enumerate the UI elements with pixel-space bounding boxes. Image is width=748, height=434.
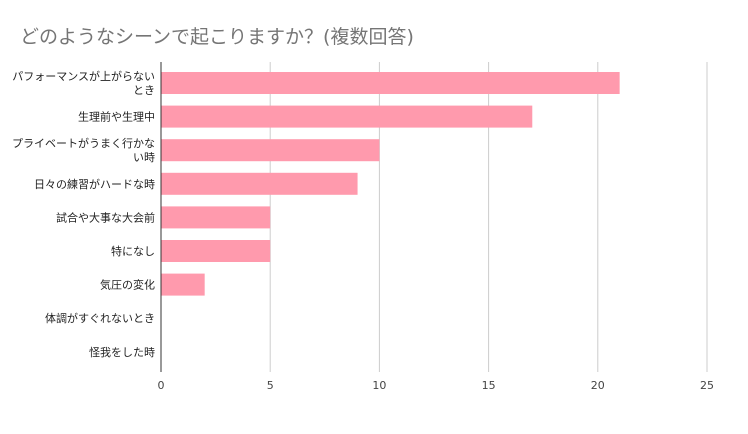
category-label-3: 日々の練習がハードな時 <box>34 177 155 191</box>
bar-6 <box>161 273 205 296</box>
bar-1 <box>161 105 533 128</box>
bar-4 <box>161 206 271 229</box>
bar-0 <box>161 72 620 94</box>
category-label-1: 生理前や生理中 <box>78 110 155 124</box>
x-tick-label-2: 10 <box>372 379 386 392</box>
x-tick-label-1: 5 <box>267 379 274 392</box>
bar-5 <box>161 240 271 262</box>
category-label-0: パフォーマンスが上がらないとき <box>12 69 155 97</box>
x-tick-label-5: 25 <box>700 379 714 392</box>
category-label-5: 特になし <box>111 244 155 258</box>
x-tick-label-4: 20 <box>591 379 605 392</box>
x-tick-label-3: 15 <box>482 379 496 392</box>
category-label-6: 気圧の変化 <box>100 278 155 292</box>
category-label-8: 怪我をした時 <box>89 345 155 359</box>
category-label-7: 体調がすぐれないとき <box>45 311 155 325</box>
bar-3 <box>161 172 358 195</box>
chart-title: どのようなシーンで起こりますか？(複数回答) <box>20 26 414 48</box>
x-tick-label-0: 0 <box>158 379 165 392</box>
bar-2 <box>161 139 380 162</box>
category-label-2: プライベートがうまく行かない時 <box>12 136 155 164</box>
category-label-4: 試合や大事な大会前 <box>56 210 155 224</box>
